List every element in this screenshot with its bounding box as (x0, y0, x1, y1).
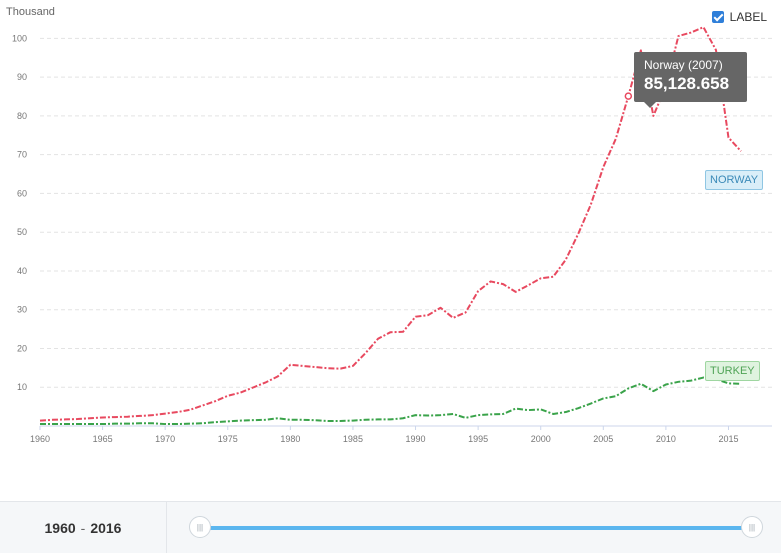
range-footer: 1960 - 2016 ||| ||| (0, 501, 781, 553)
range-display: 1960 - 2016 (0, 502, 167, 553)
unit-label: Thousand (6, 6, 55, 18)
x-tick-label: 2005 (593, 434, 613, 444)
x-tick-label: 1965 (93, 434, 113, 444)
range-slider-start-handle[interactable]: ||| (189, 516, 211, 538)
x-tick-label: 1980 (280, 434, 300, 444)
x-tick-label: 1970 (155, 434, 175, 444)
range-separator: - (80, 519, 86, 536)
series-line-norway (39, 26, 742, 422)
label-toggle-text: LABEL (729, 10, 767, 24)
range-slider-end-handle[interactable]: ||| (741, 516, 763, 538)
x-tick-label: 1975 (218, 434, 238, 444)
x-tick-label: 1995 (468, 434, 488, 444)
y-tick-label: 10 (17, 382, 27, 392)
x-tick-label: 2000 (531, 434, 551, 444)
y-tick-label: 100 (12, 33, 27, 43)
x-tick-label: 2010 (656, 434, 676, 444)
y-tick-label: 30 (17, 305, 27, 315)
x-tick-label: 1990 (406, 434, 426, 444)
series-label-norway: NORWAY (705, 170, 764, 190)
chart-area: 10 20 30 40 50 60 70 80 90 100 1960 1965 1970 1975 198… (0, 0, 781, 500)
x-tick-label: 1985 (343, 434, 363, 444)
y-tick-label: 40 (17, 266, 27, 276)
range-end: 2016 (90, 519, 122, 536)
range-slider-track[interactable] (200, 526, 752, 530)
x-tick-label: 2015 (718, 434, 738, 444)
y-tick-label: 70 (17, 150, 27, 160)
y-tick-label: 60 (17, 188, 27, 198)
x-tick-label: 1960 (30, 434, 50, 444)
y-tick-label: 20 (17, 343, 27, 353)
y-tick-label: 90 (17, 72, 27, 82)
range-start: 1960 (44, 519, 76, 536)
tooltip: Norway (2007) 85,128.658 (634, 52, 747, 108)
series-label-turkey: TURKEY (705, 361, 760, 381)
label-toggle[interactable]: LABEL (711, 10, 767, 24)
tooltip-title: Norway (2007) (644, 58, 723, 72)
highlighted-point (624, 92, 633, 100)
series-line-turkey (40, 376, 742, 426)
y-tick-label: 50 (17, 227, 27, 237)
y-tick-label: 80 (17, 111, 27, 121)
tooltip-value: 85,128.658 (644, 74, 730, 93)
checkbox-icon[interactable] (711, 11, 724, 23)
